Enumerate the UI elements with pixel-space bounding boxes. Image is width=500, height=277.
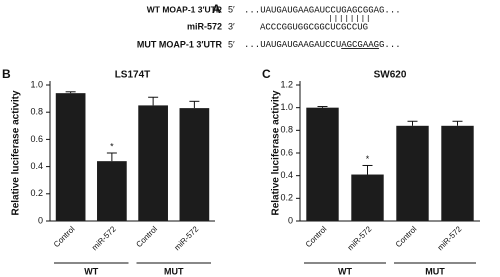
bar xyxy=(351,174,384,221)
chart-title: LS174T xyxy=(115,70,151,81)
wt-label: WT MOAP-1 3′UTR xyxy=(147,4,222,14)
error-bar xyxy=(148,96,159,106)
panel-a: A WT MOAP-1 3′UTR 5′ ...UAUGAUGAAGAUCCUG… xyxy=(137,2,401,50)
y-axis-label: Relative luciferase activity xyxy=(11,90,22,216)
y-tick-label: 0 xyxy=(288,215,293,225)
y-axis-label: Relative luciferase activity xyxy=(271,90,282,216)
mut-label: MUT MOAP-1 3′UTR xyxy=(137,39,223,49)
mutated-site: AGCGAAG xyxy=(341,40,379,50)
x-tick-label: miR-572 xyxy=(90,224,118,252)
bar xyxy=(55,93,86,221)
significance-marker: * xyxy=(110,141,114,151)
bar xyxy=(306,107,339,221)
y-tick-label: 1.0 xyxy=(280,102,293,112)
panel-label: A xyxy=(212,2,221,16)
bar xyxy=(97,161,127,221)
bar xyxy=(179,108,210,221)
sequence-part: ...UAUGAUGAAGAUCCU xyxy=(244,40,341,50)
y-tick-label: 0.2 xyxy=(30,188,43,198)
mir-sequence: ACCCGGUGGCGGCUCGCCUG xyxy=(260,22,368,32)
bar-chart: C SW620 Relative luciferase activity 0 0.2 0.… xyxy=(262,67,480,276)
sequence-end: 5′ xyxy=(228,4,235,14)
y-tick-label: 0.8 xyxy=(280,125,293,135)
y-tick-label: 0.4 xyxy=(280,170,293,180)
panel-label: B xyxy=(2,67,11,81)
mut-sequence: ...UAUGAUGAAGAUCCUAGCGAAGG... xyxy=(244,40,401,50)
x-tick-label: miR-572 xyxy=(346,224,374,252)
error-bar xyxy=(452,120,463,126)
bar xyxy=(441,125,474,221)
y-tick-label: 0.6 xyxy=(30,134,43,144)
error-bar xyxy=(362,164,373,175)
y-tick-label: 1.0 xyxy=(30,79,43,89)
x-tick-label: Control xyxy=(52,224,77,249)
error-bar xyxy=(65,91,76,94)
y-tick-label: 0 xyxy=(38,215,43,225)
bar xyxy=(138,105,168,221)
y-tick-label: 0.2 xyxy=(280,193,293,203)
sequence-part: G... xyxy=(379,40,401,50)
base-pairing xyxy=(330,15,369,22)
x-tick-label: miR-572 xyxy=(436,224,464,252)
y-tick-label: 0.6 xyxy=(280,147,293,157)
group-label: WT xyxy=(84,266,98,276)
group-label: MUT xyxy=(164,266,184,276)
group-label: WT xyxy=(338,266,352,276)
significance-marker: * xyxy=(366,154,370,164)
x-tick-label: miR-572 xyxy=(173,224,201,252)
chart-title: SW620 xyxy=(374,70,407,81)
error-bar xyxy=(317,106,328,108)
sequence-end: 3′ xyxy=(228,21,235,31)
x-tick-label: Control xyxy=(394,224,419,249)
group-label: MUT xyxy=(425,266,445,276)
y-tick-label: 0.8 xyxy=(30,107,43,117)
wt-sequence: ...UAUGAUGAAGAUCCUGAGCGGAG... xyxy=(244,5,401,15)
x-tick-label: Control xyxy=(304,224,329,249)
y-tick-label: 0.4 xyxy=(30,161,43,171)
y-tick-label: 1.2 xyxy=(280,79,293,89)
x-tick-label: Control xyxy=(134,224,159,249)
error-bar xyxy=(189,100,200,109)
error-bar xyxy=(407,120,418,126)
bar-chart: B LS174T Relative luciferase activity 0 0.2 0… xyxy=(2,67,215,276)
mir-label: miR-572 xyxy=(187,21,222,31)
panel-label: C xyxy=(262,67,271,81)
error-bar xyxy=(106,152,117,162)
sequence-end: 5′ xyxy=(228,39,235,49)
bar xyxy=(396,125,429,221)
